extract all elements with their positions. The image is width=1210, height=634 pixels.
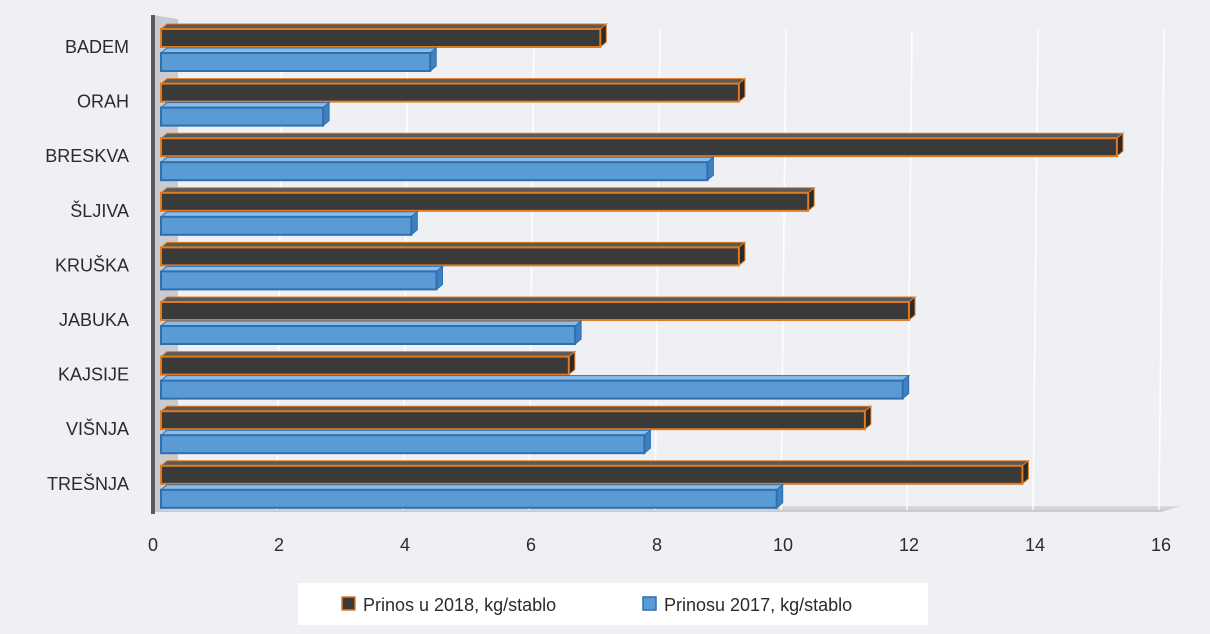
bar-2018 (159, 77, 747, 103)
legend-swatch (341, 596, 356, 611)
legend-item: Prinosu 2017, kg/stablo (642, 595, 852, 615)
x-tick-label: 16 (1151, 535, 1171, 555)
legend: Prinos u 2018, kg/stablo Prinosu 2017, kg… (298, 583, 928, 625)
bars (159, 22, 1125, 509)
bar-2017 (159, 101, 331, 127)
category-label: JABUKA (59, 310, 129, 330)
category-label: ŠLJIVA (70, 200, 129, 221)
bar-2018 (159, 350, 577, 376)
bar-2018 (159, 186, 816, 212)
bar-2018 (159, 22, 608, 49)
x-tick-labels: 0 2 4 6 8 10 12 14 16 (148, 535, 1171, 555)
legend-box (298, 583, 928, 625)
bar-2017 (159, 265, 444, 291)
gridline (780, 29, 787, 511)
legend-swatch (642, 596, 657, 611)
x-tick-label: 2 (274, 535, 284, 555)
bar-2017 (159, 46, 438, 73)
x-tick-label: 10 (773, 535, 793, 555)
bar-2018 (159, 295, 917, 322)
x-tick-label: 4 (400, 535, 410, 555)
legend-label: Prinos u 2018, kg/stablo (363, 595, 556, 615)
x-tick-label: 8 (652, 535, 662, 555)
category-label: KRUŠKA (55, 254, 129, 275)
bar-2018 (159, 241, 747, 267)
bar-2017 (159, 156, 715, 182)
x-tick-label: 12 (899, 535, 919, 555)
category-label: BADEM (65, 37, 129, 57)
category-labels: BADEM ORAH BRESKVA ŠLJIVA KRUŠKA JABUKA KAJSIJ… (45, 37, 129, 494)
bar-2018 (159, 405, 873, 431)
x-tick-label: 6 (526, 535, 536, 555)
bar-2017 (159, 374, 911, 400)
bar-2018 (159, 459, 1030, 485)
bar-2017 (159, 483, 785, 509)
x-tick-label: 0 (148, 535, 158, 555)
bar-2018 (159, 132, 1125, 158)
category-label: ORAH (77, 92, 129, 112)
gridline (1158, 29, 1165, 511)
gridline (906, 29, 913, 511)
legend-item: Prinos u 2018, kg/stablo (341, 595, 556, 615)
category-label: KAJSIJE (58, 365, 129, 385)
bar-2017 (159, 319, 583, 346)
category-label: VIŠNJA (66, 418, 129, 439)
bar-2017 (159, 429, 652, 455)
x-tick-label: 14 (1025, 535, 1045, 555)
bar-2017 (159, 210, 419, 236)
gridline (1032, 29, 1039, 511)
category-label: TREŠNJA (47, 473, 129, 494)
legend-label: Prinosu 2017, kg/stablo (664, 595, 852, 615)
category-label: BRESKVA (45, 146, 129, 166)
